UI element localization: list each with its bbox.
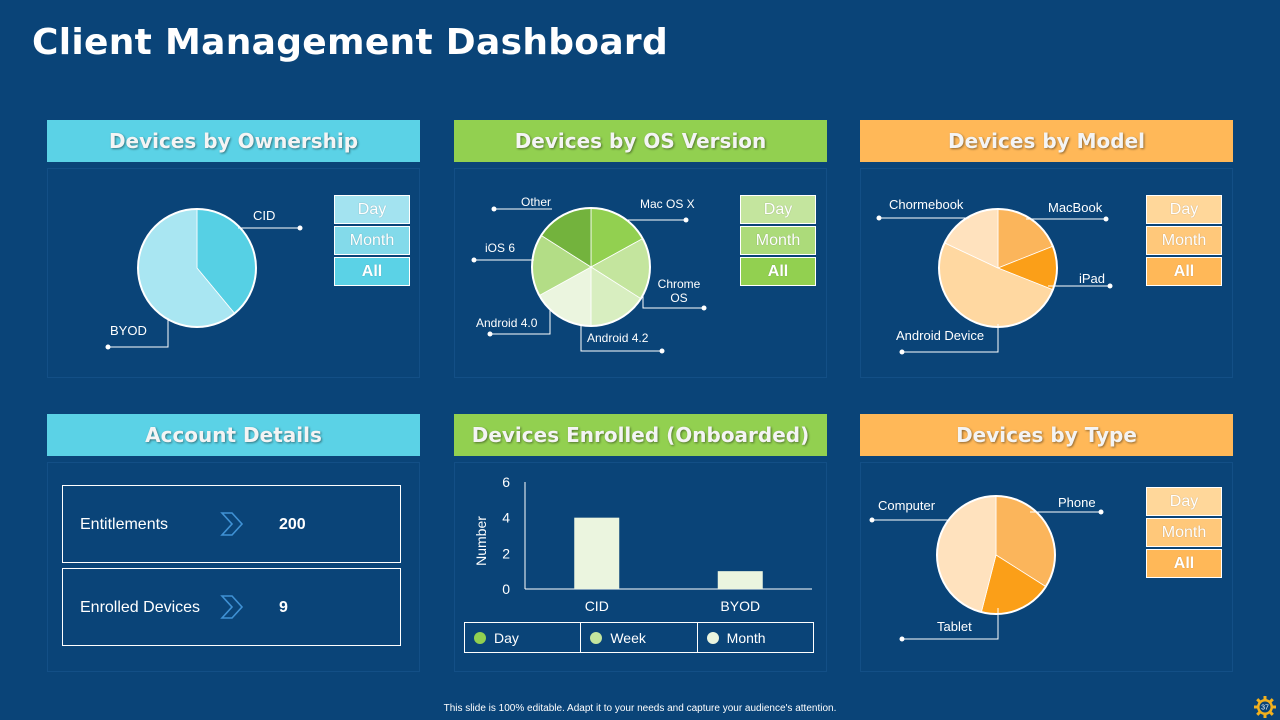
pie-label-android-40: Android 4.0 (476, 316, 538, 330)
ownership-day-button[interactable]: Day (334, 195, 410, 224)
pie-label-other: Other (521, 195, 552, 209)
gear-icon: 37 (1254, 696, 1276, 718)
pie-label-chrome-os: Chrome OS (657, 277, 701, 305)
enrolled-panel-header: Devices Enrolled (Onboarded) (454, 414, 827, 456)
ownership-all-button[interactable]: All (334, 257, 410, 286)
enrolled-panel (454, 462, 827, 672)
pie-label-android-device: Android Device (896, 328, 985, 343)
ownership-month-button[interactable]: Month (334, 226, 410, 255)
model-filter-group: Day Month All (1146, 195, 1222, 288)
pie-label-byod: BYOD (110, 323, 147, 338)
legend-swatch (706, 631, 719, 644)
account-panel (47, 462, 420, 672)
enrolled-legend: Day Week Month (464, 622, 814, 653)
pie-label-chormebook: Chormebook (889, 197, 964, 212)
chevron-right-icon (220, 512, 244, 536)
account-row-label: Enrolled Devices (80, 599, 201, 616)
model-day-button[interactable]: Day (1146, 195, 1222, 224)
type-panel-header: Devices by Type (860, 414, 1233, 456)
type-day-button[interactable]: Day (1146, 487, 1222, 516)
ownership-panel-header: Devices by Ownership (47, 120, 420, 162)
pie-label-cid: CID (253, 208, 276, 223)
account-panel-header: Account Details (47, 414, 420, 456)
account-row-value: 200 (279, 516, 306, 533)
pie-label-ios-6: iOS 6 (485, 241, 516, 255)
legend-swatch (590, 631, 603, 644)
legend-label: Week (610, 629, 646, 646)
model-month-button[interactable]: Month (1146, 226, 1222, 255)
legend-swatch (474, 631, 486, 644)
model-panel-header: Devices by Model (860, 120, 1233, 162)
page-title: Client Management Dashboard (32, 22, 669, 63)
page-number: 37 (1261, 705, 1269, 712)
pie-label-mac-os-x: Mac OS X (640, 197, 695, 211)
legend-label: Month (726, 629, 766, 646)
model-all-button[interactable]: All (1146, 257, 1222, 286)
legend-item-week: Week (581, 623, 698, 652)
chevron-right-icon (220, 595, 244, 619)
pie-label-phone: Phone (1058, 495, 1096, 510)
legend-item-month: Month (698, 623, 813, 652)
os-all-button[interactable]: All (740, 257, 816, 286)
pie-label-tablet: Tablet (937, 619, 972, 634)
os-day-button[interactable]: Day (740, 195, 816, 224)
type-all-button[interactable]: All (1146, 549, 1222, 578)
os-filter-group: Day Month All (740, 195, 816, 288)
account-row-entitlements: Entitlements 200 (62, 485, 401, 563)
account-row-label: Entitlements (80, 516, 169, 533)
account-row-value: 9 (279, 599, 288, 616)
legend-item-day: Day (465, 623, 582, 652)
pie-label-android-42: Android 4.2 (587, 331, 649, 345)
os-month-button[interactable]: Month (740, 226, 816, 255)
os-panel-header: Devices by OS Version (454, 120, 827, 162)
type-month-button[interactable]: Month (1146, 518, 1222, 547)
ownership-filter-group: Day Month All (334, 195, 410, 288)
legend-label: Day (494, 629, 519, 646)
pie-label-macbook: MacBook (1048, 200, 1103, 215)
pie-label-computer: Computer (878, 498, 936, 513)
type-filter-group: Day Month All (1146, 487, 1222, 580)
account-row-enrolled: Enrolled Devices 9 (62, 568, 401, 646)
footer-note: This slide is 100% editable. Adapt it to… (443, 703, 837, 714)
pie-label-ipad: iPad (1079, 271, 1106, 286)
